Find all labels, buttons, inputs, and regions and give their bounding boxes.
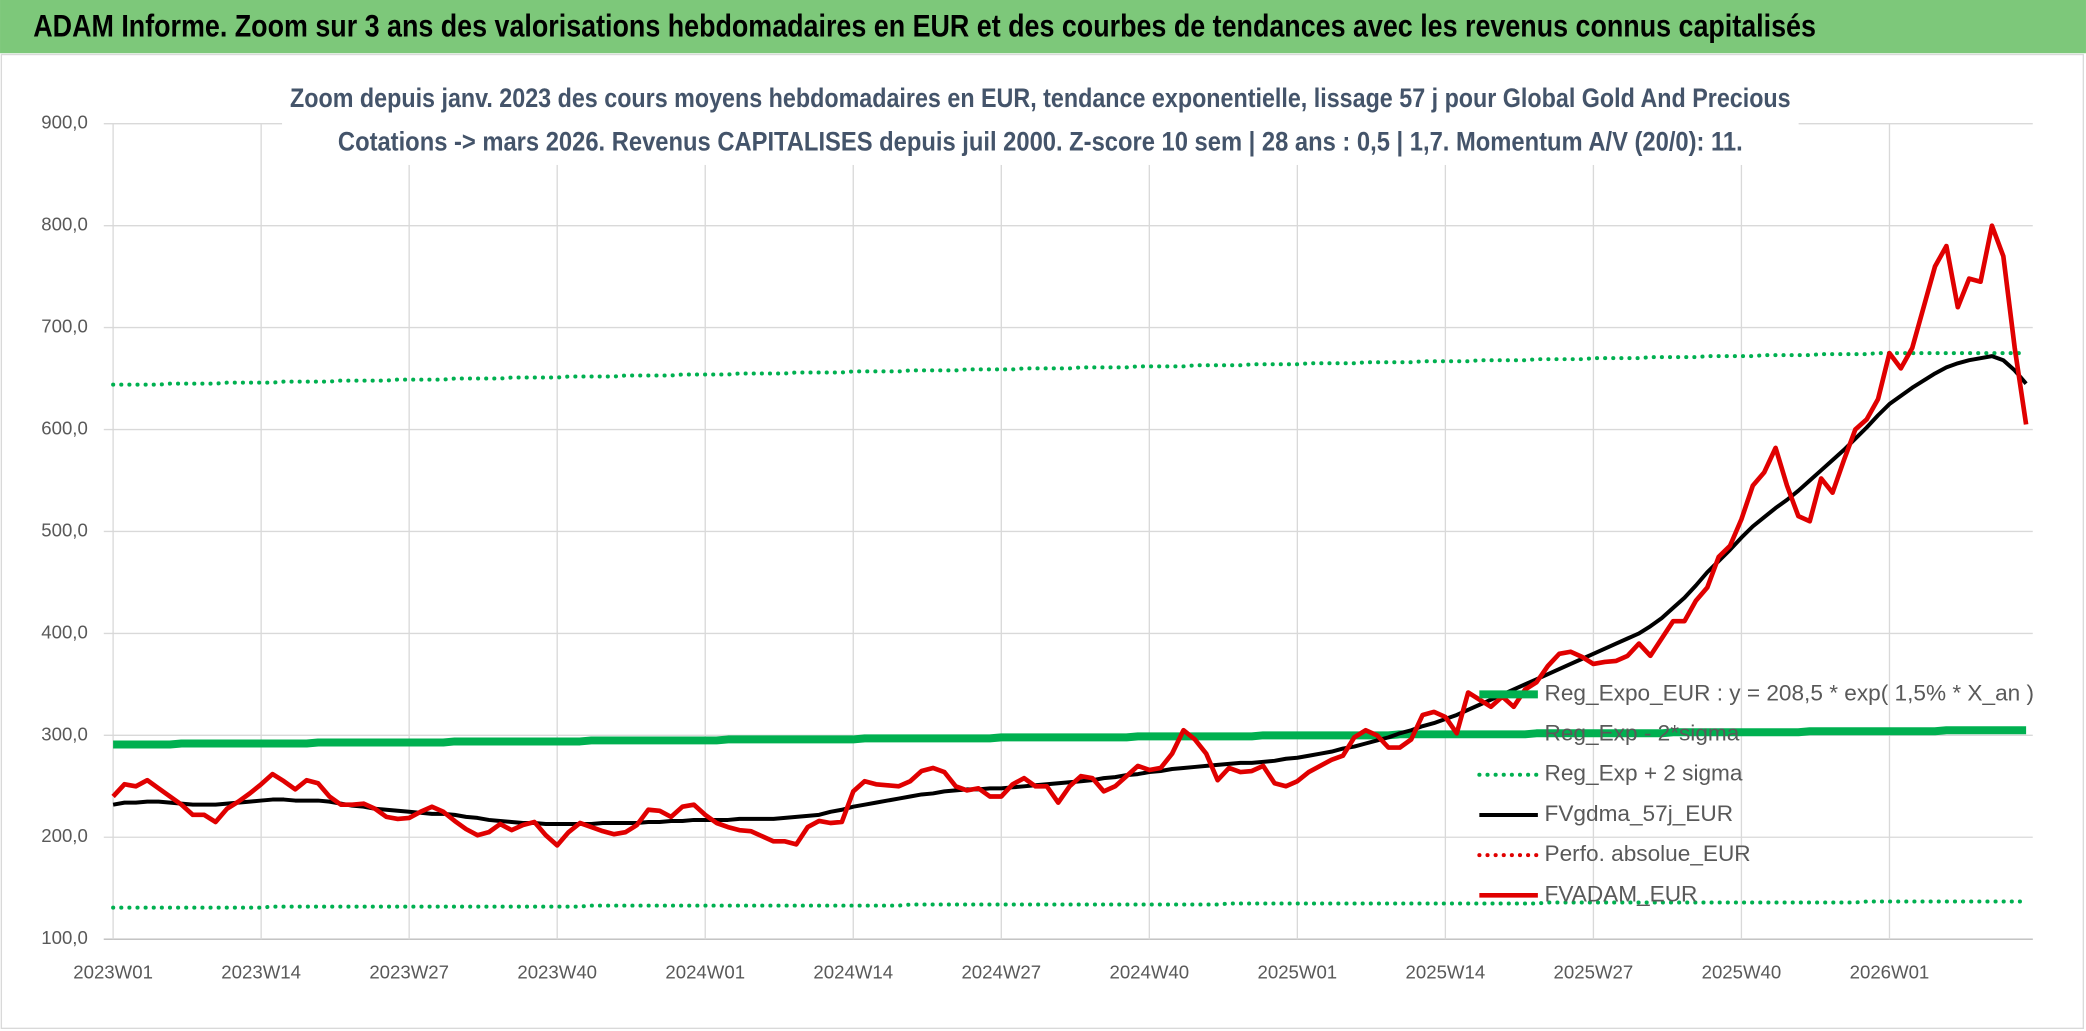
- series-line: [111, 351, 2029, 387]
- labels: 100,0 200,0 300,0 400,0 500,0 600,0 700,0 800,0…: [41, 112, 1929, 983]
- header-title: ADAM Informe. Zoom sur 3 ans des valoris…: [33, 7, 1816, 43]
- legend-label: Reg_Exp + 2 sigma: [1545, 761, 1743, 786]
- legend-label: FVADAM_EUR: [1545, 881, 1698, 906]
- title-box: [282, 77, 1799, 165]
- header-bar: [0, 0, 2086, 54]
- x-tick-label: 2023W27: [369, 962, 449, 983]
- x-tick-label: 2023W01: [73, 962, 153, 983]
- series-line: [112, 354, 2028, 827]
- chart-title: Cotations -> mars 2026. Revenus CAPITALI…: [338, 127, 1743, 157]
- lines: [111, 223, 2029, 910]
- series-line: [111, 899, 2029, 910]
- chart-title: Zoom depuis janv. 2023 des cours moyens …: [290, 83, 1791, 113]
- x-tick-label: 2025W01: [1258, 962, 1338, 983]
- y-tick-label: 600,0: [41, 417, 88, 438]
- x-tick-label: 2025W27: [1554, 962, 1634, 983]
- y-tick-label: 400,0: [41, 621, 88, 642]
- x-tick-label: 2023W40: [517, 962, 597, 983]
- y-tick-label: 700,0: [41, 316, 88, 337]
- y-tick-label: 300,0: [41, 723, 88, 744]
- x-tick-label: 2025W14: [1406, 962, 1486, 983]
- x-tick-label: 2024W40: [1109, 962, 1189, 983]
- x-tick-label: 2024W27: [961, 962, 1041, 983]
- legend-label: Reg_Exp - 2*sigma: [1545, 721, 1740, 746]
- y-tick-label: 900,0: [41, 112, 88, 133]
- series-line: [111, 223, 2029, 848]
- chart-border: [0, 53, 2084, 1030]
- x-tick-label: 2023W14: [221, 962, 301, 983]
- series-line: [113, 726, 2027, 749]
- legend-label: Reg_Expo_EUR : y = 208,5 * exp( 1,5% * X…: [1545, 680, 2035, 705]
- x-tick-label: 2026W01: [1850, 962, 1930, 983]
- legend-label: Perfo. absolue_EUR: [1545, 841, 1751, 866]
- x-tick-label: 2025W40: [1702, 962, 1782, 983]
- legend-label: FVgdma_57j_EUR: [1545, 801, 1734, 826]
- y-tick-label: 500,0: [41, 519, 88, 540]
- legend: Reg_Expo_EUR : y = 208,5 * exp( 1,5% * X…: [1477, 680, 2035, 906]
- x-tick-label: 2024W01: [665, 962, 745, 983]
- y-tick-label: 100,0: [41, 927, 88, 948]
- y-tick-label: 800,0: [41, 214, 88, 235]
- y-tick-label: 200,0: [41, 825, 88, 846]
- x-tick-label: 2024W14: [813, 962, 893, 983]
